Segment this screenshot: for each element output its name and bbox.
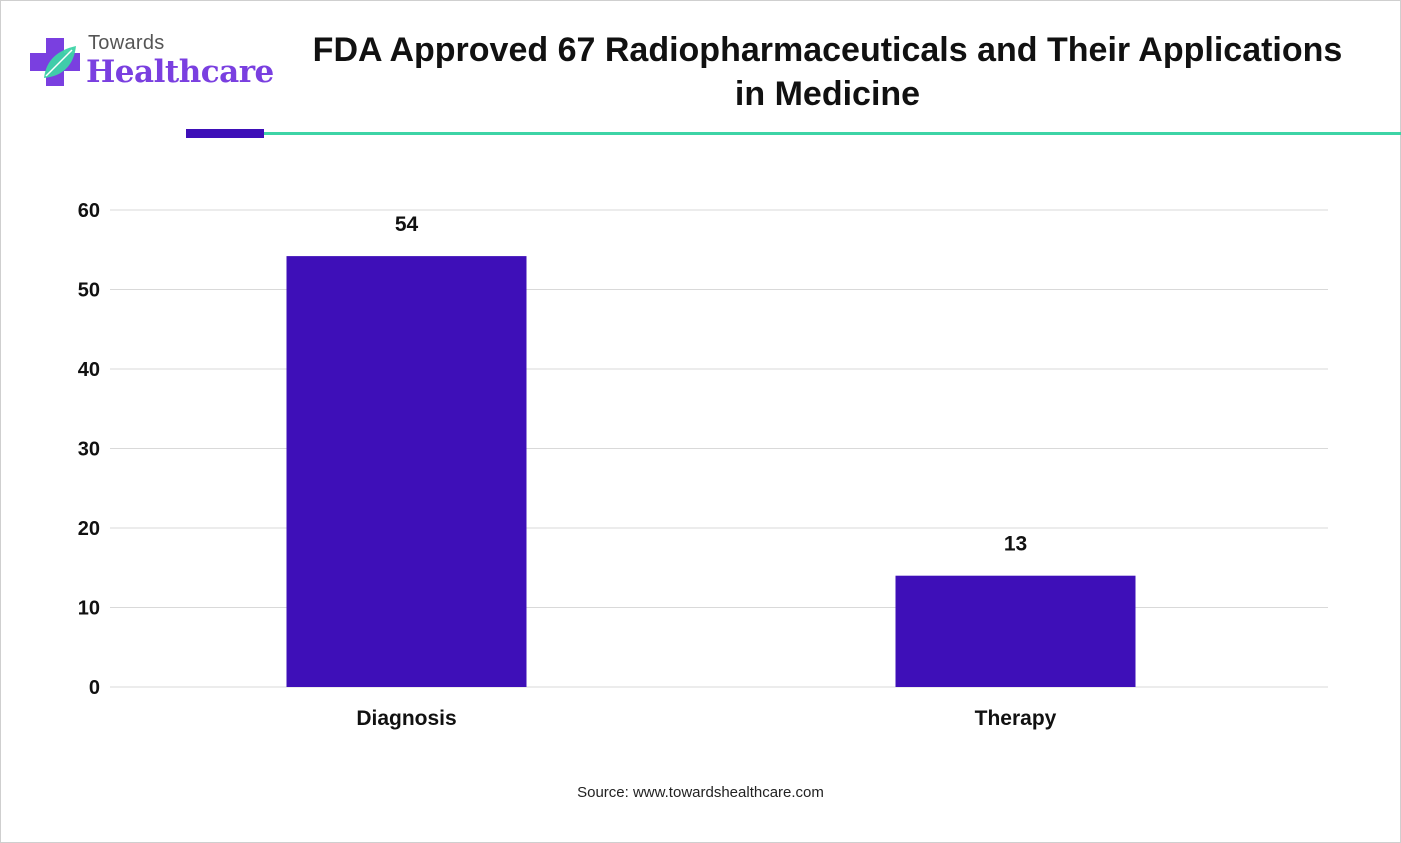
title-underline-accent: [186, 129, 264, 138]
brand-logo: Towards Healthcare: [28, 30, 274, 100]
y-tick-label: 40: [78, 359, 100, 381]
y-tick-label: 10: [78, 598, 100, 620]
y-tick-label: 20: [78, 518, 100, 540]
source-note: Source: www.towardshealthcare.com: [577, 784, 824, 801]
brand-towards-text: Towards: [88, 32, 165, 54]
bar: [286, 256, 527, 687]
x-tick-label: Diagnosis: [356, 707, 456, 730]
x-tick-label: Therapy: [975, 707, 1057, 730]
y-tick-label: 50: [78, 280, 100, 302]
brand-healthcare-text: Healthcare: [86, 54, 274, 90]
title-underline-rule: [264, 132, 1401, 135]
medical-cross-leaf-icon: [30, 38, 80, 86]
data-label: 13: [1004, 533, 1027, 556]
bar: [895, 575, 1136, 687]
y-tick-label: 30: [78, 439, 100, 461]
data-label: 54: [395, 213, 419, 236]
y-tick-label: 60: [78, 200, 100, 222]
y-tick-label: 0: [89, 677, 100, 699]
chart-title: FDA Approved 67 Radiopharmaceuticals and…: [312, 31, 1343, 113]
